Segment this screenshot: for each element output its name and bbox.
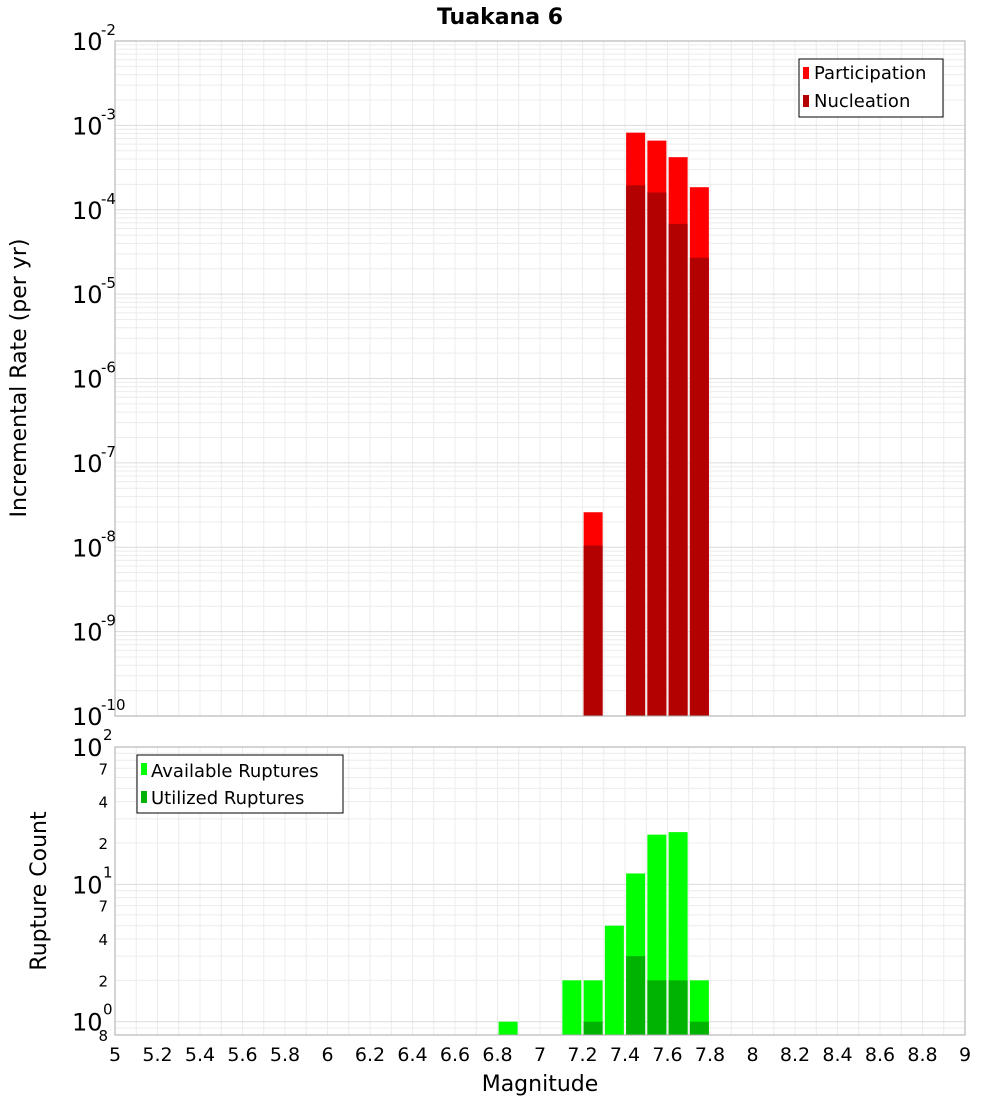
x-axis-label: Magnitude [482, 1072, 599, 1097]
bottom-y-axis-label: Rupture Count [27, 811, 52, 971]
bottom-y-tick-base: 10 [72, 1009, 103, 1037]
bottom-y-minor-tick: 2 [98, 972, 108, 990]
legend-available-label: Available Ruptures [151, 761, 319, 782]
x-tick-label: 9 [959, 1044, 971, 1066]
top-y-axis-label: Incremental Rate (per yr) [7, 239, 32, 518]
bottom-plot-frame [114, 746, 966, 1036]
x-tick-label: 7.8 [695, 1044, 725, 1066]
utilized-ruptures-bar [626, 956, 646, 1035]
x-tick-label: 5.6 [227, 1044, 257, 1066]
available-ruptures-bar [562, 980, 582, 1035]
bottom-y-tick-base: 10 [72, 871, 103, 899]
utilized-ruptures-bar [668, 980, 688, 1035]
x-tick-label: 5.8 [270, 1044, 300, 1066]
top-legend-box [798, 58, 944, 118]
top-y-tick-exponent: -7 [101, 443, 116, 461]
legend-nucleation-label: Nucleation [814, 91, 910, 112]
x-tick-labels: 5 5.2 5.4 5.6 5.8 6 6.2 6.4 6.6 6.8 7 7.2 7.4 7.6 7.8 8… [109, 1044, 971, 1066]
top-y-tick-base: 10 [72, 197, 103, 225]
utilized-ruptures-bar [689, 1021, 709, 1035]
x-tick-label: 5.4 [185, 1044, 215, 1066]
legend-utilized-label: Utilized Ruptures [151, 788, 304, 809]
legend-utilized-swatch [141, 791, 147, 803]
top-y-tick-base: 10 [72, 112, 103, 140]
nucleation-bar [626, 185, 646, 717]
utilized-ruptures-bar [583, 1021, 603, 1035]
top-y-tick-exponent: -4 [101, 190, 116, 208]
bottom-y-minor-tick: 4 [98, 794, 108, 812]
top-y-tick-exponent: -6 [101, 359, 116, 377]
legend-available-swatch [141, 763, 147, 775]
top-y-tick-base: 10 [72, 534, 103, 562]
top-y-tick-exponent: -5 [101, 274, 116, 292]
x-tick-label: 6.8 [482, 1044, 512, 1066]
x-tick-label: 8.8 [907, 1044, 937, 1066]
x-tick-label: 6.6 [440, 1044, 470, 1066]
bottom-y-minor-tick: 7 [98, 760, 108, 778]
available-ruptures-bar [498, 1021, 518, 1035]
x-tick-label: 8.2 [780, 1044, 810, 1066]
available-ruptures-bar [604, 925, 624, 1035]
top-y-tick-base: 10 [72, 703, 103, 731]
utilized-ruptures-bar [647, 980, 667, 1035]
legend-participation-label: Participation [814, 63, 926, 84]
x-tick-label: 7.6 [652, 1044, 682, 1066]
nucleation-bar [647, 192, 667, 717]
x-tick-label: 6 [321, 1044, 333, 1066]
top-y-tick-base: 10 [72, 366, 103, 394]
bottom-y-minor-tick: 7 [98, 898, 108, 916]
bottom-y-tick-exponent: 2 [103, 726, 113, 744]
top-y-tick-exponent: -2 [101, 21, 116, 39]
chart-title: Tuakana 6 [437, 5, 563, 30]
bottom-bars [498, 832, 709, 1035]
bottom-y-tick-exponent: 1 [103, 863, 113, 881]
top-y-tick-base: 10 [72, 281, 103, 309]
legend-nucleation-swatch [803, 95, 809, 107]
top-gridlines [114, 41, 966, 717]
nucleation-bar [583, 545, 603, 716]
top-y-tick-exponent: -9 [101, 612, 116, 630]
top-y-tick-exponent: -3 [101, 105, 116, 123]
top-y-tick-exponent: -8 [101, 527, 116, 545]
bottom-y-tick-base: 10 [72, 734, 103, 762]
bottom-y-minor-tick: 8 [98, 1027, 108, 1045]
x-tick-label: 7.4 [610, 1044, 640, 1066]
x-tick-label: 7 [534, 1044, 546, 1066]
bottom-legend: Available Ruptures Utilized Ruptures [136, 754, 344, 814]
x-tick-label: 8.6 [865, 1044, 895, 1066]
x-tick-label: 6.2 [355, 1044, 385, 1066]
available-ruptures-bar [583, 980, 603, 1035]
x-tick-label: 8 [746, 1044, 758, 1066]
x-tick-label: 6.4 [397, 1044, 427, 1066]
nucleation-bar [689, 257, 709, 716]
top-plot-frame [114, 40, 966, 717]
top-bars [583, 132, 709, 717]
bottom-legend-box [136, 754, 344, 814]
available-ruptures-bar [689, 980, 709, 1035]
top-y-tick-exponent: -10 [101, 696, 126, 714]
top-legend: Participation Nucleation [798, 58, 944, 118]
bottom-y-tick-exponent: 0 [103, 1001, 113, 1019]
x-tick-label: 5 [109, 1044, 121, 1066]
x-tick-label: 5.2 [142, 1044, 172, 1066]
bottom-y-minor-tick: 2 [98, 835, 108, 853]
top-y-tick-base: 10 [72, 28, 103, 56]
x-tick-label: 7.2 [567, 1044, 597, 1066]
x-tick-label: 8.4 [822, 1044, 852, 1066]
legend-participation-swatch [803, 67, 809, 79]
top-y-tick-base: 10 [72, 619, 103, 647]
nucleation-bar [668, 223, 688, 716]
bottom-y-minor-tick: 4 [98, 931, 108, 949]
top-y-tick-base: 10 [72, 450, 103, 478]
